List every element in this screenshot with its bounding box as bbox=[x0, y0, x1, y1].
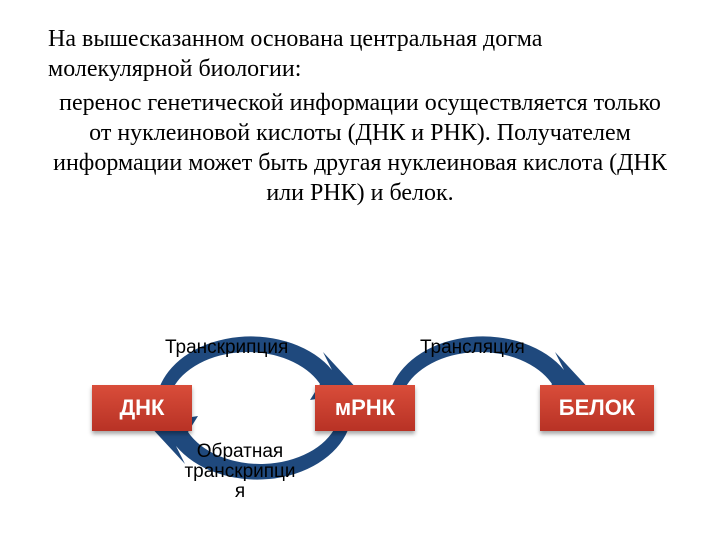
label-translation: Трансляция bbox=[420, 338, 525, 358]
node-protein-label: БЕЛОК bbox=[559, 395, 635, 421]
body-paragraph: перенос генетической информации осуществ… bbox=[48, 88, 672, 208]
label-reverse-transcription: Обратная транскрипци я bbox=[175, 442, 305, 502]
label-rt-line2: транскрипци bbox=[184, 461, 295, 482]
label-rt-line1: Обратная bbox=[197, 441, 283, 462]
node-dna: ДНК bbox=[92, 385, 192, 431]
slide: На вышесказанном основана центральная до… bbox=[0, 0, 720, 540]
label-rt-line3: я bbox=[235, 481, 245, 502]
node-mrna-label: мРНК bbox=[335, 395, 395, 421]
label-transcription: Транскрипция bbox=[165, 338, 288, 358]
node-protein: БЕЛОК bbox=[540, 385, 654, 431]
node-mrna: мРНК bbox=[315, 385, 415, 431]
central-dogma-diagram: ДНК мРНК БЕЛОК Транскрипция Обратная тра… bbox=[0, 290, 720, 530]
node-dna-label: ДНК bbox=[120, 395, 165, 421]
intro-paragraph: На вышесказанном основана центральная до… bbox=[48, 24, 672, 84]
